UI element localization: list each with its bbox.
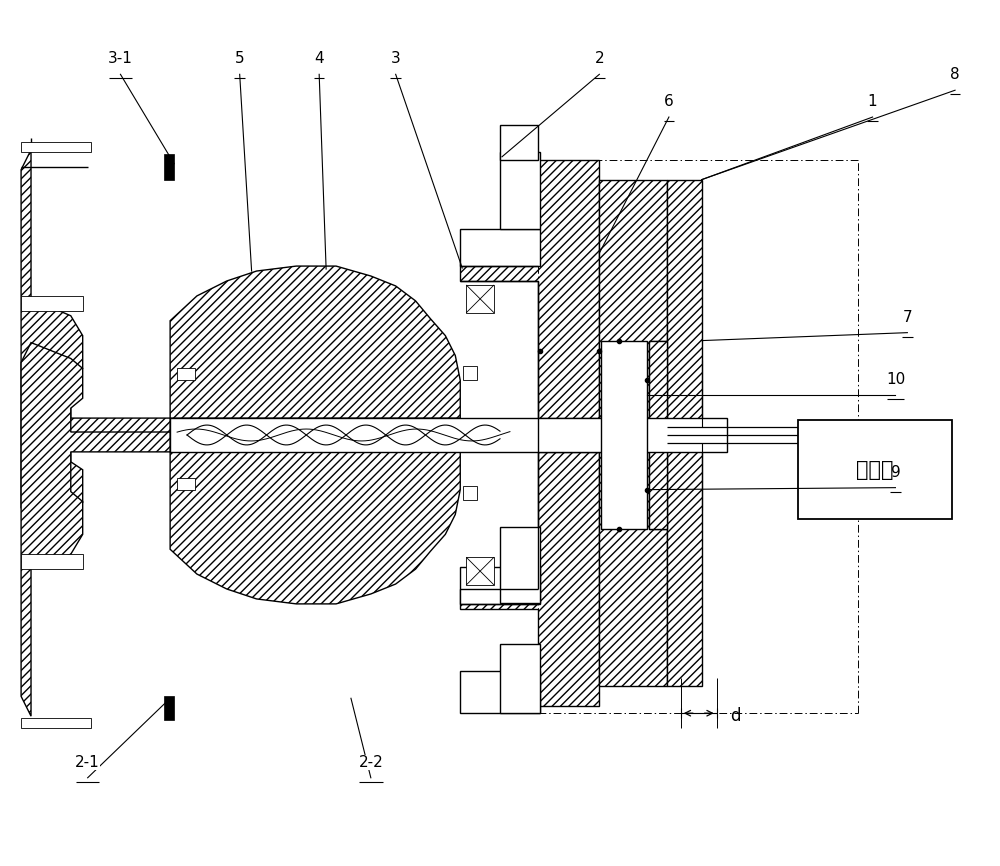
Polygon shape: [649, 340, 667, 529]
Polygon shape: [21, 718, 91, 728]
Text: 5: 5: [235, 51, 244, 67]
Polygon shape: [21, 554, 83, 569]
Polygon shape: [463, 486, 477, 500]
Polygon shape: [177, 368, 195, 380]
Text: 1: 1: [868, 94, 877, 109]
Polygon shape: [460, 452, 599, 707]
Polygon shape: [667, 179, 702, 687]
Text: 上位机: 上位机: [856, 460, 894, 480]
Polygon shape: [170, 266, 460, 418]
Text: 3: 3: [391, 51, 401, 67]
Text: d: d: [731, 708, 741, 725]
Polygon shape: [170, 452, 460, 604]
Text: 9: 9: [891, 465, 900, 480]
Text: 2: 2: [595, 51, 604, 67]
Text: 2-2: 2-2: [358, 755, 383, 770]
Polygon shape: [21, 142, 91, 152]
Polygon shape: [463, 366, 477, 380]
Polygon shape: [21, 150, 170, 527]
Text: 10: 10: [886, 372, 905, 387]
Polygon shape: [500, 643, 540, 714]
Polygon shape: [500, 125, 538, 159]
Polygon shape: [460, 671, 540, 714]
Text: 2-1: 2-1: [75, 755, 100, 770]
Polygon shape: [599, 452, 667, 687]
Polygon shape: [599, 179, 667, 418]
Text: 7: 7: [903, 310, 912, 325]
Polygon shape: [500, 527, 540, 603]
Polygon shape: [164, 696, 174, 721]
Text: 8: 8: [950, 68, 960, 82]
Polygon shape: [170, 418, 727, 452]
Polygon shape: [798, 420, 952, 520]
Polygon shape: [466, 285, 494, 313]
Polygon shape: [164, 154, 174, 179]
Polygon shape: [21, 296, 83, 311]
Text: 4: 4: [314, 51, 324, 67]
Polygon shape: [177, 478, 195, 489]
Polygon shape: [601, 340, 647, 529]
Polygon shape: [466, 557, 494, 585]
Polygon shape: [21, 343, 170, 716]
Text: 6: 6: [664, 94, 674, 109]
Polygon shape: [460, 229, 540, 266]
Polygon shape: [460, 567, 540, 604]
Polygon shape: [500, 152, 540, 229]
Text: 3-1: 3-1: [108, 51, 133, 67]
Polygon shape: [460, 159, 599, 418]
